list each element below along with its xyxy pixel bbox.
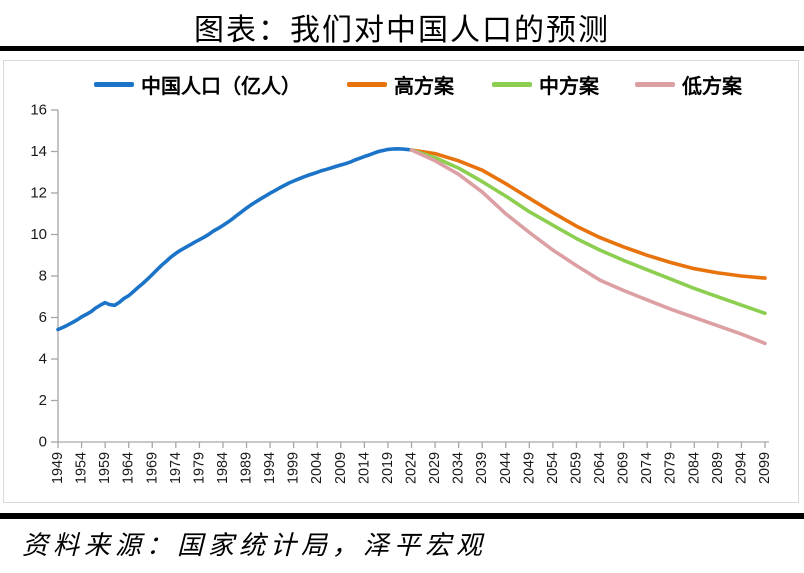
legend-swatch-high xyxy=(347,81,387,87)
svg-text:2084: 2084 xyxy=(686,452,702,484)
svg-text:2049: 2049 xyxy=(521,452,537,484)
svg-text:2044: 2044 xyxy=(498,452,514,484)
svg-text:2089: 2089 xyxy=(710,452,726,484)
svg-text:2079: 2079 xyxy=(663,452,679,484)
legend-item-low: 低方案 xyxy=(635,71,742,98)
legend-swatch-actual xyxy=(94,81,134,87)
svg-text:2094: 2094 xyxy=(733,452,749,484)
svg-text:10: 10 xyxy=(30,226,47,243)
legend-swatch-low xyxy=(635,81,675,87)
svg-text:2039: 2039 xyxy=(474,452,490,484)
svg-text:1954: 1954 xyxy=(74,452,90,484)
chart-area: 中国人口（亿人） 高方案 中方案 低方案 0 2 4 6 8 10 12 14 16 1949 19… xyxy=(3,60,799,503)
svg-text:2069: 2069 xyxy=(616,452,632,484)
svg-text:4: 4 xyxy=(39,351,47,368)
svg-text:1984: 1984 xyxy=(215,452,231,484)
svg-text:1949: 1949 xyxy=(50,452,66,484)
population-line-plot: 0 2 4 6 8 10 12 14 16 1949 1954 1959 1964 1969 1974 197… xyxy=(30,102,773,485)
svg-text:1964: 1964 xyxy=(121,452,137,484)
svg-text:1959: 1959 xyxy=(97,452,113,484)
legend-item-mid: 中方案 xyxy=(492,71,599,98)
svg-text:2009: 2009 xyxy=(333,452,349,484)
legend-label-high: 高方案 xyxy=(394,75,454,98)
legend-item-actual: 中国人口（亿人） xyxy=(94,71,301,98)
legend-label-mid: 中方案 xyxy=(539,75,599,98)
legend-label-low: 低方案 xyxy=(682,75,742,98)
svg-text:2024: 2024 xyxy=(404,452,420,484)
page-title: 图表：我们对中国人口的预测 xyxy=(194,14,610,47)
source-note: 资料来源：国家统计局，泽平宏观 xyxy=(22,531,488,560)
svg-text:2064: 2064 xyxy=(592,452,608,484)
svg-text:2074: 2074 xyxy=(639,452,655,484)
svg-text:2029: 2029 xyxy=(427,452,443,484)
svg-text:2: 2 xyxy=(39,392,47,409)
svg-text:12: 12 xyxy=(30,185,47,202)
svg-text:1989: 1989 xyxy=(239,452,255,484)
svg-text:2004: 2004 xyxy=(309,452,325,484)
title-divider-rule xyxy=(0,46,804,51)
svg-text:2099: 2099 xyxy=(757,452,773,484)
svg-text:1994: 1994 xyxy=(262,452,278,484)
svg-text:2054: 2054 xyxy=(545,452,561,484)
footer-divider-rule xyxy=(0,513,804,519)
svg-text:2019: 2019 xyxy=(380,452,396,484)
legend-item-high: 高方案 xyxy=(347,71,454,98)
svg-text:1969: 1969 xyxy=(144,452,160,484)
svg-text:8: 8 xyxy=(39,268,47,285)
svg-text:6: 6 xyxy=(39,309,47,326)
svg-text:1999: 1999 xyxy=(286,452,302,484)
svg-text:2034: 2034 xyxy=(451,452,467,484)
svg-text:2059: 2059 xyxy=(568,452,584,484)
svg-text:14: 14 xyxy=(30,143,47,160)
legend-swatch-mid xyxy=(492,81,532,87)
svg-text:2014: 2014 xyxy=(356,452,372,484)
svg-text:16: 16 xyxy=(30,102,47,119)
svg-text:1979: 1979 xyxy=(191,452,207,484)
svg-text:1974: 1974 xyxy=(168,452,184,484)
legend-label-actual: 中国人口（亿人） xyxy=(141,75,301,98)
svg-text:0: 0 xyxy=(39,434,47,451)
